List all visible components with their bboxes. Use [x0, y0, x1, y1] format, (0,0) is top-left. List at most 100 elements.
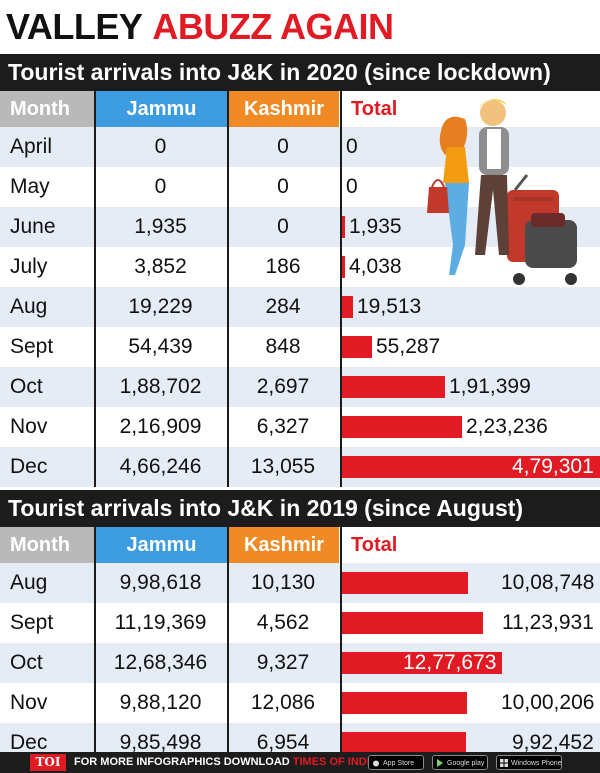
total-value: 11,23,931	[502, 611, 594, 634]
jammu-value: 1,88,702	[119, 375, 202, 398]
separator-jammu	[227, 527, 229, 763]
windows-icon	[500, 759, 508, 767]
google-play-label: Google play	[447, 760, 485, 767]
headline-part-1: VALLEY	[6, 6, 143, 47]
table-row: May 0 0	[0, 167, 600, 207]
kashmir-value: 12,086	[250, 691, 316, 714]
header-kashmir: Kashmir	[229, 527, 339, 563]
total-value: 0	[346, 135, 358, 158]
man-head-icon	[480, 100, 506, 126]
header-kashmir: Kashmir	[229, 91, 339, 127]
total-value: 19,513	[357, 295, 422, 318]
jammu-value: 9,88,120	[119, 691, 202, 714]
total-value: 1,935	[349, 215, 402, 238]
total-value: 2,23,236	[466, 415, 548, 438]
google-play-badge[interactable]: Google play	[432, 755, 488, 770]
windows-phone-label: Windows Phone	[511, 760, 562, 767]
header-jammu: Jammu	[96, 527, 227, 563]
kashmir-value: 10,130	[250, 571, 316, 594]
month-label: Oct	[10, 375, 43, 398]
jammu-value: 12,68,346	[113, 651, 208, 674]
kashmir-value: 848	[265, 335, 301, 358]
bag-icon	[525, 220, 577, 268]
total-value: 10,00,206	[501, 691, 595, 714]
month-label: Oct	[10, 651, 43, 674]
total-value: 55,287	[376, 335, 441, 358]
total-bar	[342, 256, 345, 278]
month-label: Aug	[10, 295, 48, 318]
total-value: 9,92,452	[512, 731, 594, 754]
headline: VALLEY ABUZZ AGAIN	[6, 2, 394, 52]
jammu-value: 54,439	[128, 335, 193, 358]
month-label: June	[10, 215, 56, 238]
month-label: July	[10, 255, 48, 278]
kashmir-value: 4,562	[256, 611, 310, 634]
toi-logo: TOI	[30, 754, 66, 771]
jammu-value: 19,229	[128, 295, 193, 318]
kashmir-value: 9,327	[256, 651, 310, 674]
table-row: Sept 11,19,369 4,562	[0, 603, 600, 643]
header-total: Total	[341, 527, 600, 563]
total-bar	[342, 732, 466, 754]
total-value: 4,038	[349, 255, 402, 278]
header-month: Month	[0, 527, 94, 563]
jammu-value: 9,98,618	[119, 571, 202, 594]
header-total: Total	[341, 91, 600, 127]
windows-phone-badge[interactable]: Windows Phone	[496, 755, 562, 770]
footer-text-white: FOR MORE INFOGRAPHICS DOWNLOAD	[74, 756, 293, 768]
kashmir-value: 6,327	[256, 415, 310, 438]
total-value: 12,77,673	[403, 651, 497, 674]
play-icon	[437, 759, 443, 767]
table-row: Aug 9,98,618 10,130	[0, 563, 600, 603]
kashmir-value: 0	[277, 215, 289, 238]
headline-part-2: ABUZZ AGAIN	[152, 6, 394, 47]
kashmir-value: 6,954	[256, 731, 310, 754]
total-bar	[342, 416, 462, 438]
header-month: Month	[0, 91, 94, 127]
table-row: Nov 9,88,120 12,086	[0, 683, 600, 723]
total-value: 1,91,399	[449, 375, 531, 398]
jammu-value: 3,852	[134, 255, 187, 278]
month-label: Aug	[10, 571, 48, 594]
month-label: Dec	[10, 455, 48, 478]
footer-text: FOR MORE INFOGRAPHICS DOWNLOAD TIMES OF …	[74, 752, 403, 773]
table-row: Oct 12,68,346 9,327	[0, 643, 600, 683]
header-jammu: Jammu	[96, 91, 227, 127]
total-bar	[342, 572, 468, 594]
month-label: Sept	[10, 335, 54, 358]
tourist-couple-illustration	[427, 99, 577, 285]
total-bar	[342, 216, 345, 238]
separator-total	[340, 91, 342, 487]
apple-icon	[373, 760, 379, 767]
total-bar	[342, 652, 502, 674]
kashmir-value: 13,055	[250, 455, 316, 478]
total-bar	[342, 296, 353, 318]
separator-jammu	[227, 91, 229, 487]
app-store-badge[interactable]: App Store	[368, 755, 424, 770]
jammu-value: 1,935	[134, 215, 187, 238]
month-label: Sept	[10, 611, 54, 634]
total-value: 10,08,748	[501, 571, 595, 594]
total-value: 0	[346, 175, 358, 198]
separator-month	[94, 527, 96, 763]
jammu-value: 0	[154, 175, 167, 198]
table-row: Nov 2,16,909 6,327	[0, 407, 600, 447]
total-value: 4,79,301	[512, 455, 594, 478]
month-label: Nov	[10, 691, 48, 714]
app-store-label: App Store	[383, 760, 415, 767]
total-bar	[342, 612, 483, 634]
kashmir-value: 0	[277, 135, 289, 158]
month-label: Dec	[10, 731, 48, 754]
total-bar	[342, 336, 372, 358]
table-row: Oct 1,88,702 2,697	[0, 367, 600, 407]
separator-total	[340, 527, 342, 763]
kashmir-value: 0	[277, 175, 289, 198]
kashmir-value: 2,697	[256, 375, 310, 398]
total-bar	[342, 456, 600, 478]
jammu-value: 0	[154, 135, 167, 158]
jammu-value: 2,16,909	[119, 415, 202, 438]
table-row: Aug 19,229 284	[0, 287, 600, 327]
footer: TOI FOR MORE INFOGRAPHICS DOWNLOAD TIMES…	[0, 752, 600, 773]
total-bar	[342, 692, 467, 714]
